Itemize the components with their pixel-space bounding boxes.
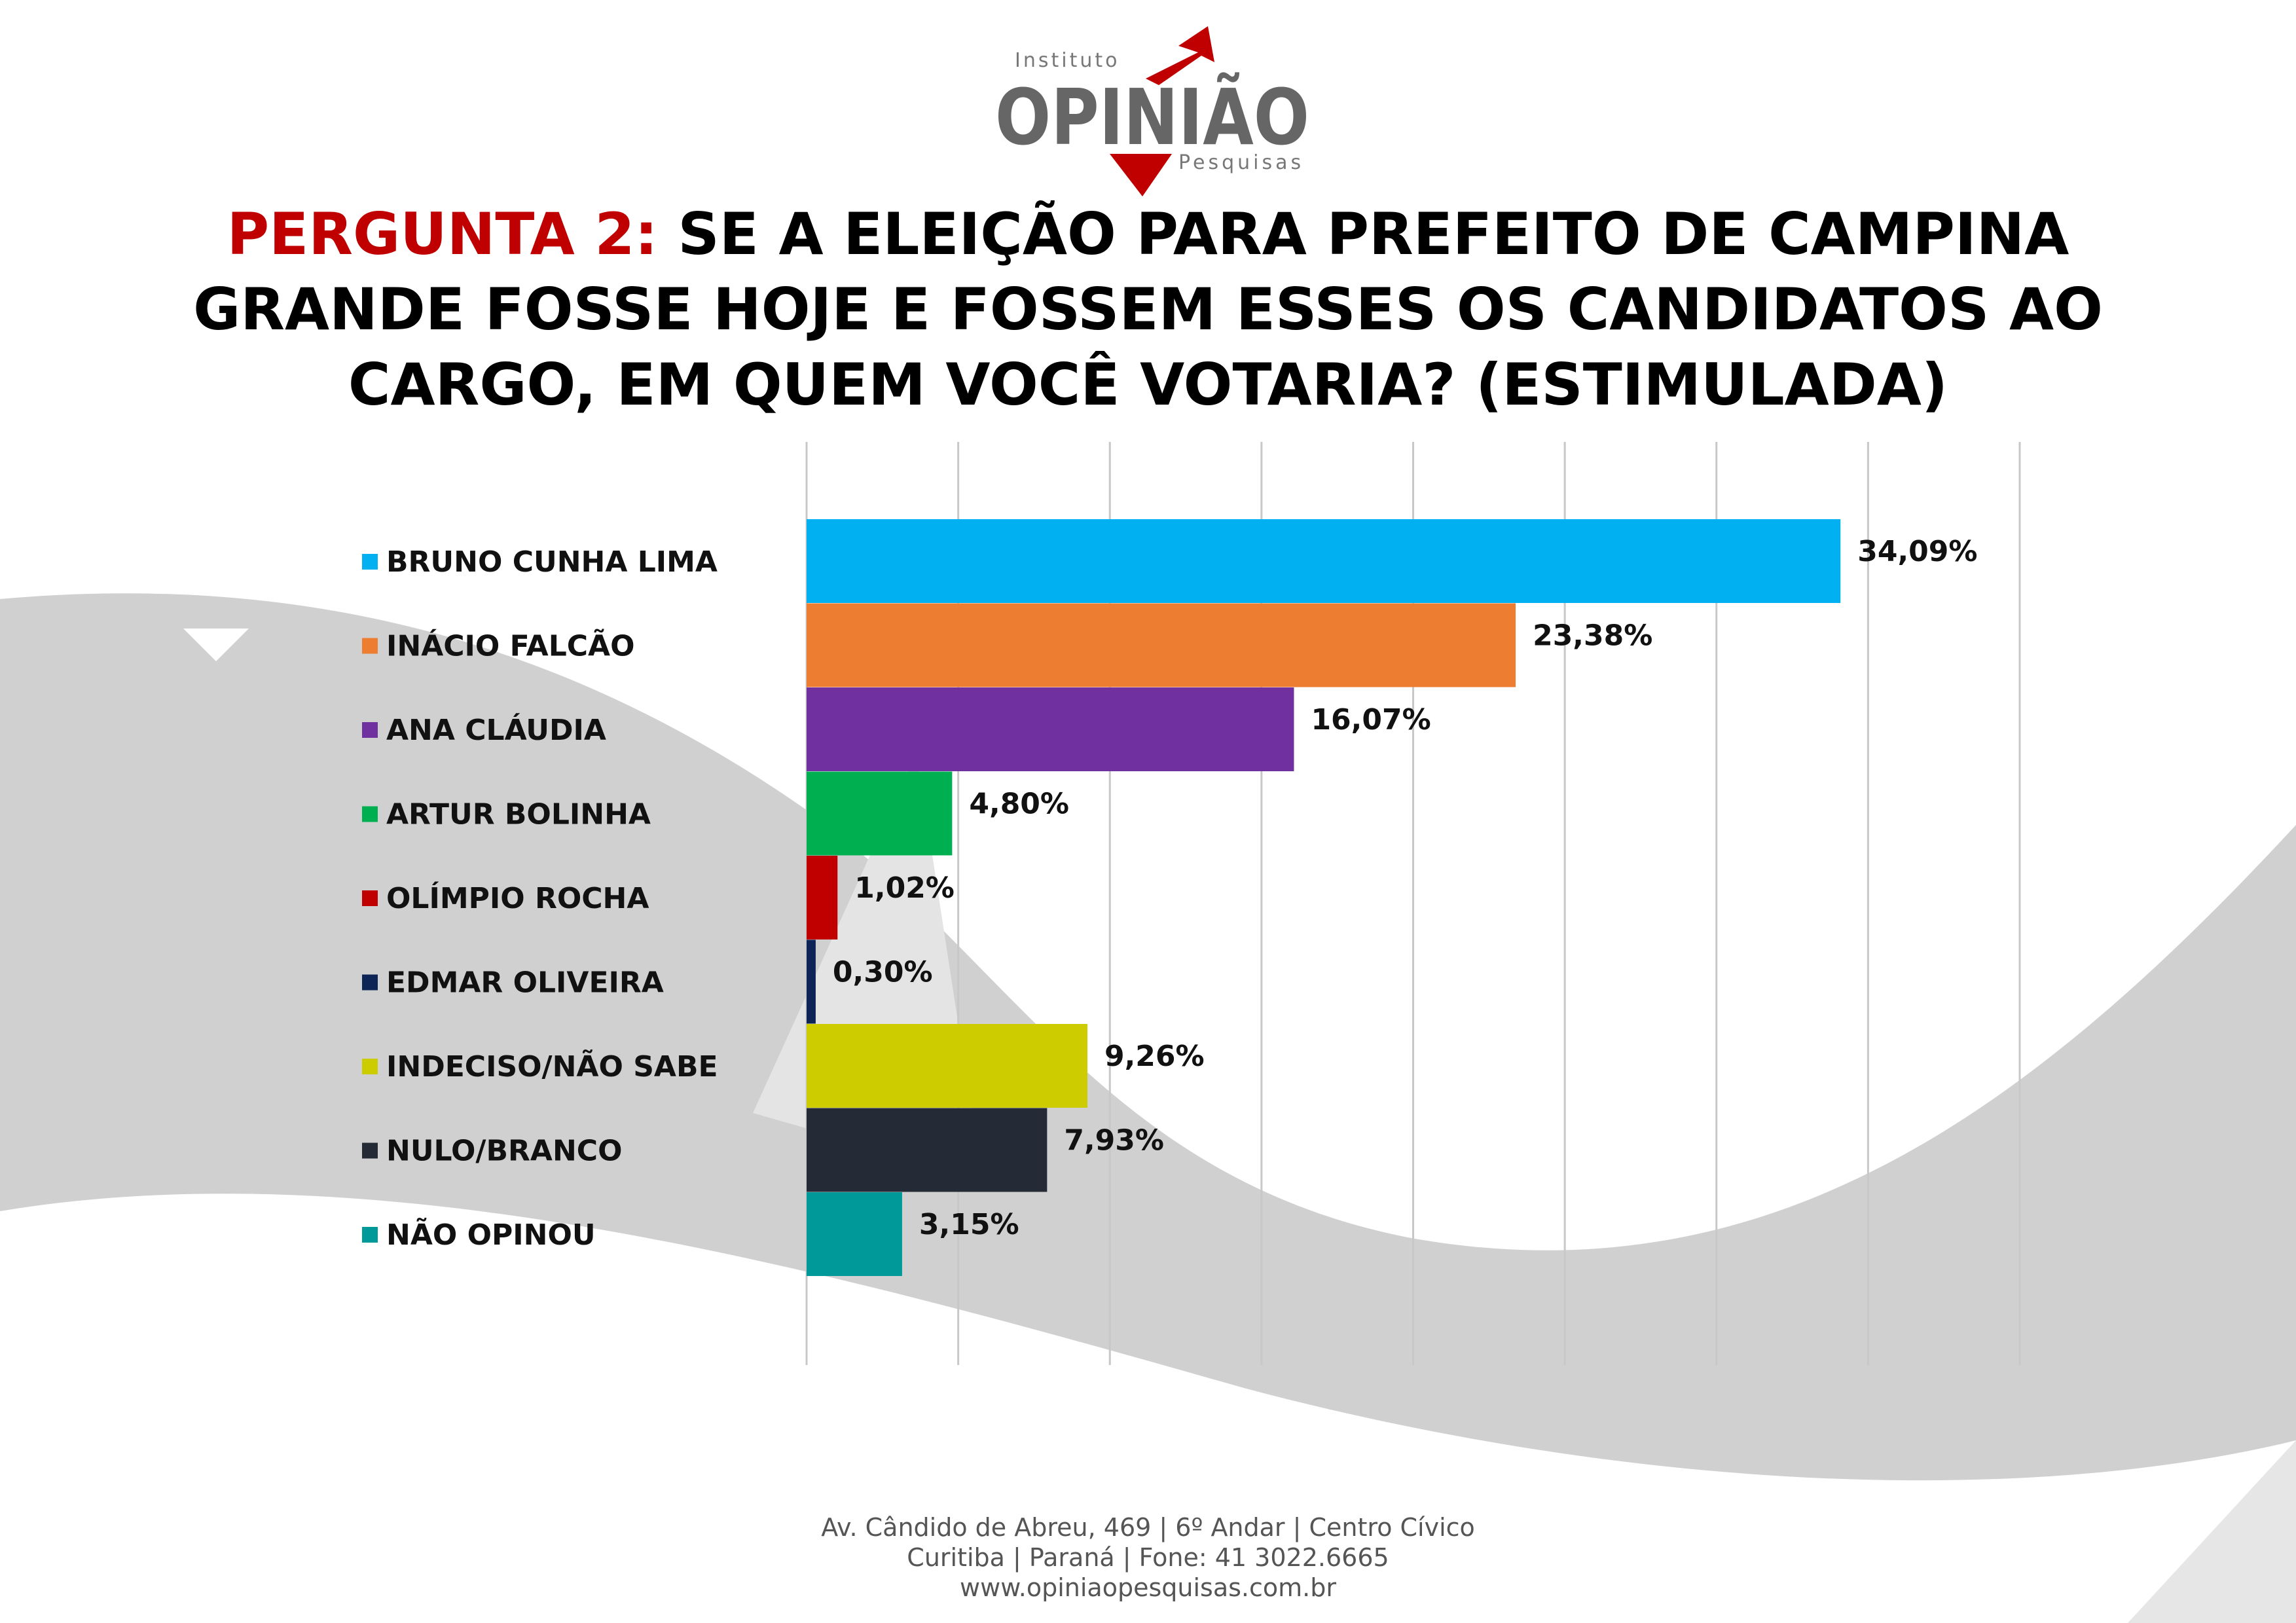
- bar-6: [807, 1024, 1087, 1108]
- legend-swatch-0: [362, 554, 378, 570]
- category-label-1: INÁCIO FALCÃO: [386, 629, 634, 663]
- value-label-2: 16,07%: [1311, 703, 1430, 737]
- question-text: SE A ELEIÇÃO PARA PREFEITO DE CAMPINA GR…: [193, 200, 2103, 418]
- question-prefix: PERGUNTA 2:: [227, 200, 658, 268]
- legend-swatch-5: [362, 974, 378, 991]
- bar-1: [807, 603, 1516, 687]
- value-label-6: 9,26%: [1104, 1040, 1205, 1073]
- value-label-7: 7,93%: [1064, 1124, 1164, 1158]
- legend-swatch-7: [362, 1142, 378, 1159]
- bar-2: [807, 687, 1294, 771]
- value-label-5: 0,30%: [833, 956, 933, 989]
- footer-address: Av. Cândido de Abreu, 469 | 6º Andar | C…: [821, 1513, 1475, 1542]
- bar-7: [807, 1108, 1048, 1192]
- category-label-4: OLÍMPIO ROCHA: [386, 881, 649, 915]
- value-label-0: 34,09%: [1857, 535, 1977, 568]
- legend-swatch-1: [362, 638, 378, 654]
- category-label-3: ARTUR BOLINHA: [386, 798, 651, 831]
- footer-city-phone: Curitiba | Paraná | Fone: 41 3022.6665: [907, 1543, 1389, 1572]
- value-label-4: 1,02%: [854, 871, 955, 905]
- category-label-5: EDMAR OLIVEIRA: [386, 966, 664, 1000]
- bar-0: [807, 519, 1841, 603]
- category-legend: BRUNO CUNHA LIMA INÁCIO FALCÃO ANA CLÁUDIA…: [362, 545, 718, 1252]
- legend-swatch-6: [362, 1059, 378, 1074]
- legend-swatch-2: [362, 722, 378, 738]
- svg-text:Instituto: Instituto: [1015, 49, 1120, 72]
- bar-8: [807, 1192, 902, 1276]
- bars: [807, 519, 1841, 1276]
- legend-swatch-3: [362, 806, 378, 822]
- category-label-7: NULO/BRANCO: [386, 1135, 623, 1168]
- legend-swatch-8: [362, 1227, 378, 1243]
- footer-website: www.opiniaopesquisas.com.br: [960, 1573, 1336, 1602]
- value-labels: 34,09% 23,38% 16,07% 4,80% 1,02% 0,30% 9,26% 7,…: [833, 535, 1978, 1241]
- svg-text:Pesquisas: Pesquisas: [1178, 151, 1304, 174]
- legend-swatch-4: [362, 890, 378, 906]
- bar-5: [807, 939, 816, 1024]
- category-label-6: INDECISO/NÃO SABE: [386, 1049, 718, 1084]
- logo-arrow-down-icon: [1110, 154, 1172, 196]
- bar-3: [807, 771, 953, 856]
- category-label-8: NÃO OPINOU: [386, 1217, 596, 1252]
- value-label-1: 23,38%: [1533, 619, 1652, 653]
- logo: Instituto OPINIÃO Pesquisas: [995, 26, 1309, 196]
- page-title: PERGUNTA 2: SE A ELEIÇÃO PARA PREFEITO D…: [131, 196, 2165, 422]
- bar-4: [807, 856, 838, 939]
- footer: Av. Cândido de Abreu, 469 | 6º Andar | C…: [0, 1512, 2296, 1603]
- category-label-2: ANA CLÁUDIA: [386, 712, 606, 747]
- svg-text:OPINIÃO: OPINIÃO: [995, 72, 1309, 162]
- value-label-8: 3,15%: [919, 1208, 1019, 1241]
- logo-arrow-up-icon: [1146, 26, 1214, 85]
- value-label-3: 4,80%: [969, 788, 1069, 821]
- category-label-0: BRUNO CUNHA LIMA: [386, 545, 718, 579]
